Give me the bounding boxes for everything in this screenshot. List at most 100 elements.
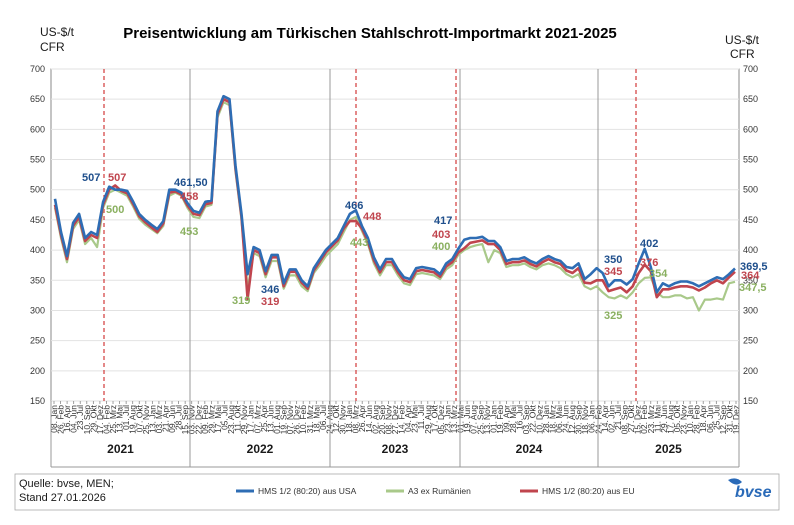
legend-label: A3 ex Rumänien (408, 486, 471, 496)
x-tick-label: 05. Jul (220, 405, 230, 430)
x-tick-label: 07. Mrz (252, 405, 262, 433)
x-tick-label: 10. Sep (82, 405, 92, 435)
x-tick-label: 13. Mai (115, 405, 125, 433)
data-label: 369,5 (740, 261, 768, 273)
x-tick-label: 28. Jan (541, 405, 551, 433)
left-unit-label-1: US-$/t (40, 25, 75, 39)
x-tick-label: 23. Mai (410, 405, 420, 433)
x-tick-label: 27. Okt (626, 404, 636, 432)
x-tick-label: 27. Dez (390, 405, 400, 434)
x-tick-label: 23. Aug (226, 405, 236, 434)
year-dividers (50, 69, 740, 468)
x-tick-label: 13. Jan (147, 405, 157, 433)
data-label: 500 (106, 204, 124, 216)
x-tick-label: 18. Jan (344, 405, 354, 433)
data-label: 458 (180, 191, 198, 203)
x-tick-label: 06. Mai (554, 405, 564, 433)
x-tick-label: 10. Jan (685, 405, 695, 433)
x-tick-label: 26. Dez (292, 405, 302, 434)
x-tick-label: 06. Jan (587, 405, 597, 433)
x-tick-label: 18. Mai (311, 405, 321, 433)
x-tick-label: 08. Sep (620, 405, 630, 435)
data-label: 350 (604, 254, 622, 266)
y-tick-label-right: 450 (743, 215, 758, 225)
data-label: 403 (432, 229, 450, 241)
data-label: 448 (363, 211, 381, 223)
x-tick-label: 28. Mai (508, 405, 518, 433)
x-tick-label: 30. Nov (338, 404, 348, 434)
data-label: 507 (82, 172, 100, 184)
series-lines (53, 94, 736, 312)
x-tick-label: 06. Jun (705, 405, 715, 433)
x-tick-label: 21. Jul (613, 405, 623, 430)
x-tick-label: 19. Aug (128, 405, 138, 434)
bvse-logo: bvse (728, 478, 772, 501)
x-tick-label: 22. Dez (193, 405, 203, 434)
y-tick-label-right: 150 (743, 396, 758, 406)
chart-title: Preisentwicklung am Türkischen Stahlschr… (123, 25, 617, 42)
x-tick-label: 02. Jun (606, 405, 616, 433)
y-tick-label: 200 (30, 366, 45, 376)
x-tick-label: 25. Sep (475, 405, 485, 435)
year-label: 2025 (655, 442, 682, 456)
x-tick-label: 14. Feb (397, 405, 407, 434)
x-tick-label: 19. Jun (462, 405, 472, 433)
x-tick-label: 03. Sep (521, 405, 531, 435)
x-tick-label: 15. Dez (633, 405, 643, 434)
x-tick-label: 12. Okt (331, 404, 341, 432)
x-tick-label: 04. Feb (101, 405, 111, 434)
x-tick-label: 14. Jun (364, 405, 374, 433)
x-tick-label: 11. Okt (233, 404, 243, 431)
y-tick-label-right: 200 (743, 366, 758, 376)
x-tick-label: 29. Nov (239, 404, 249, 434)
x-tick-label: 09. Apr (501, 405, 511, 432)
y-tick-label-right: 550 (743, 155, 758, 165)
y-tick-label-right: 500 (743, 185, 758, 195)
x-tick-label: 14. Apr (600, 405, 610, 432)
x-tick-label: 25. Jul (711, 405, 721, 430)
x-tick-label: 31. Okt (724, 404, 734, 432)
x-tick-label: 25. Nov (141, 404, 151, 434)
y-tick-label-right: 700 (743, 64, 758, 74)
y-tick-label: 450 (30, 215, 45, 225)
x-tick-label: 11. Jul (416, 405, 426, 430)
y-tick-label: 150 (30, 396, 45, 406)
logo-mark-icon (728, 478, 742, 485)
x-tick-label: 22. Okt (528, 404, 538, 432)
data-label: 402 (640, 238, 658, 250)
x-tick-label: 26. Feb (56, 405, 66, 434)
data-label: 364 (741, 270, 760, 282)
data-label: 319 (261, 296, 279, 308)
y-tick-label: 400 (30, 245, 45, 255)
x-tick-label: 08. Nov (383, 404, 393, 434)
right-unit-label-1: US-$/t (725, 33, 760, 47)
x-tick-label: 12. Aug (567, 405, 577, 434)
data-label: 325 (604, 310, 622, 322)
x-tick-label: 04. Apr (403, 405, 413, 432)
x-tick-label: 19. Sep (279, 405, 289, 435)
series-line-usa (53, 94, 736, 294)
x-tick-label: 23. Nov (679, 404, 689, 434)
x-tick-label: 25. Apr (259, 405, 269, 432)
source-line-1: Quelle: bvse, MEN; (19, 478, 114, 490)
data-label: 354 (649, 268, 668, 280)
x-tick-label: 17. Mai (213, 405, 223, 433)
legend: HMS 1/2 (80:20) aus USA A3 ex Rumänien HMS… (236, 486, 635, 496)
y-tick-label-right: 400 (743, 245, 758, 255)
x-tick-label: 10. Feb (298, 405, 308, 434)
x-tick-label: 25. Mrz (108, 405, 118, 433)
legend-label: HMS 1/2 (80:20) aus EU (542, 486, 635, 496)
x-tick-label: 29. Okt (88, 404, 98, 432)
x-tick-label: 21. Apr (160, 405, 170, 432)
y-tick-label-right: 350 (743, 275, 758, 285)
year-label: 2022 (247, 442, 274, 456)
data-label: 319 (232, 295, 250, 307)
x-tick-label: 05. Dez (436, 405, 446, 434)
x-tick-label: 07. Aug (469, 405, 479, 434)
y-tick-label: 350 (30, 275, 45, 285)
x-tick-label: 18. Apr (698, 405, 708, 432)
legend-box (14, 473, 780, 511)
data-label: 347,5 (739, 282, 767, 294)
x-tick-label: 17. Jan (246, 405, 256, 433)
